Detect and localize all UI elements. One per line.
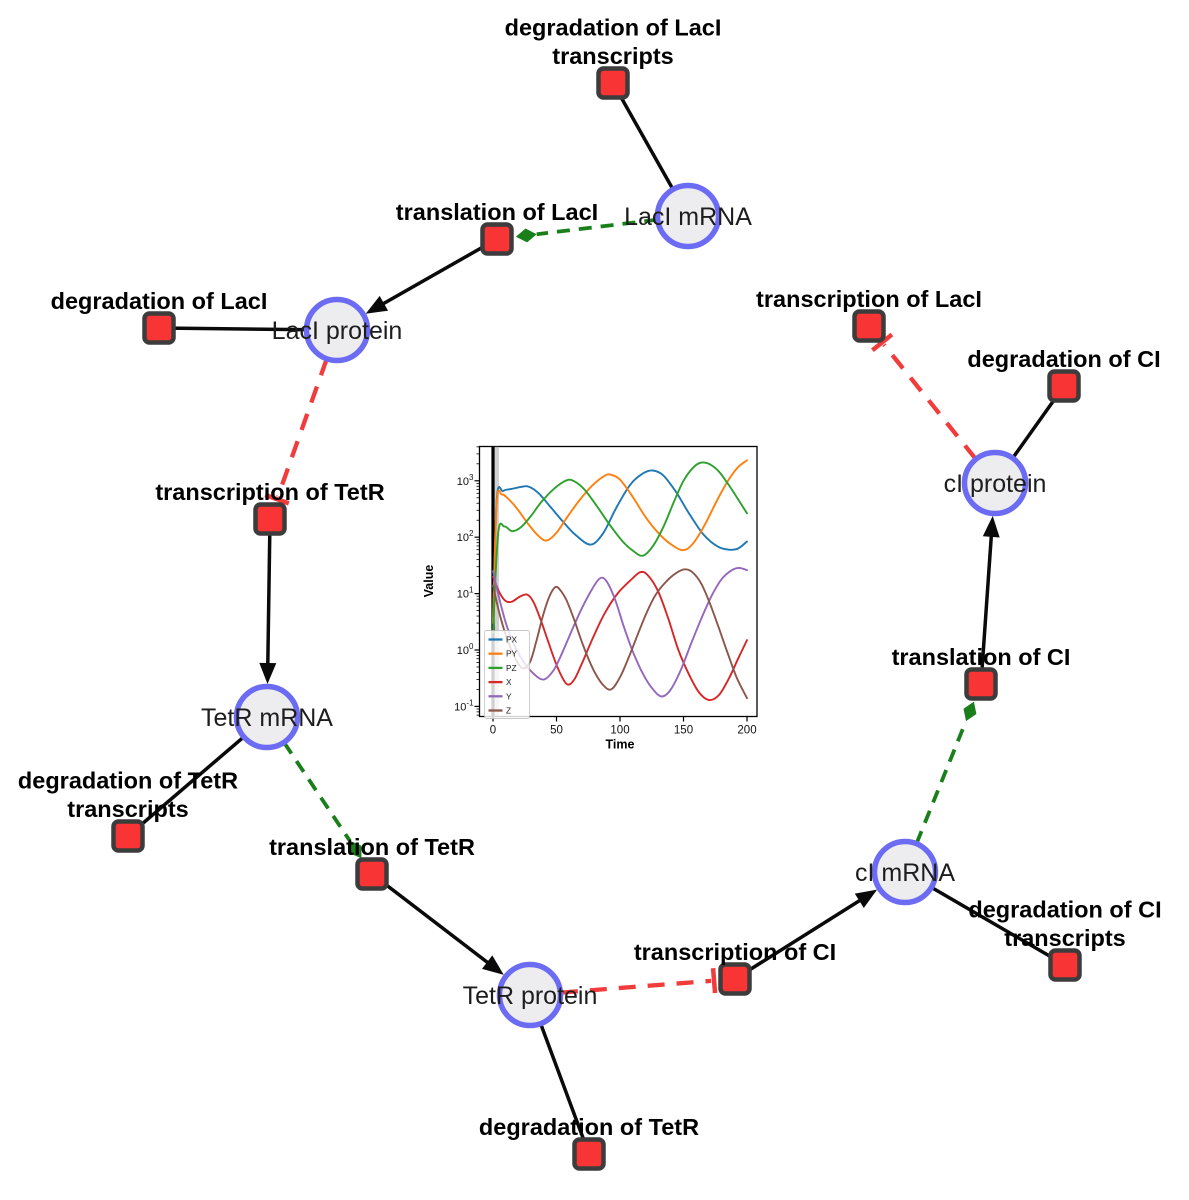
edge-lacI_protein-transcr_tetR <box>275 358 329 498</box>
labels-layer: LacI mRNA LacI protein TetR mRNA TetR prote… <box>18 15 1162 1141</box>
inset-chart: 0 50 100 150 200 10-1 100 101 102 103 PX PY PZ XYZ Tim… <box>422 445 758 752</box>
edge-transcr_tetR-tetR_mRNA <box>265 518 272 673</box>
reaction-label-deg_lacI: degradation of LacI <box>51 288 268 314</box>
edge-transcr_cI-cI_mRNA <box>734 894 868 981</box>
species-label-tetR_protein: TetR protein <box>463 982 598 1010</box>
edge-cI_protein-transcr_lacI <box>882 343 978 461</box>
chart-y-tick-label: 103 <box>457 473 474 488</box>
species-label-lacI_mRNA: LacI mRNA <box>624 203 752 231</box>
edge-tetR_mRNA-transl_tetR <box>282 741 352 842</box>
chart-y-tick-label: 100 <box>457 642 474 657</box>
edge-transl_lacI-lacI_protein-arrowhead <box>365 295 389 314</box>
chart-x-tick-label: 200 <box>737 725 756 737</box>
reaction-node-deg_cI_tr[interactable] <box>1048 948 1082 982</box>
edge-transcr_cI-cI_mRNA-arrowhead <box>854 889 878 908</box>
reaction-label-deg_cI_tr: transcripts <box>1004 925 1125 951</box>
reaction-label-deg_tetR_tr: transcripts <box>67 796 188 822</box>
reaction-label-transl_lacI: translation of LacI <box>396 199 598 225</box>
edge-transl_tetR-tetR_protein <box>370 872 496 970</box>
species-node-tetR_protein[interactable] <box>496 961 564 1029</box>
reaction-node-deg_lacI_tr[interactable] <box>596 66 630 100</box>
nodes-layer <box>111 66 1082 1171</box>
edge-lacI_protein-transcr_tetR-tbar <box>264 492 290 506</box>
reaction-label-deg_cI_tr: degradation of CI <box>968 897 1161 923</box>
reaction-node-transcr_tetR[interactable] <box>253 502 287 536</box>
chart-y-tick-label: 101 <box>457 586 474 601</box>
chart-y-tick-label: 10-1 <box>454 698 474 713</box>
chart-legend-label-Z: Z <box>506 706 511 716</box>
reaction-node-transl_tetR[interactable] <box>355 857 389 891</box>
reaction-label-transcr_lacI: transcription of LacI <box>756 286 982 312</box>
reaction-node-deg_lacI[interactable] <box>142 311 176 345</box>
chart-y-tick-label: 102 <box>457 529 474 544</box>
reaction-node-transl_lacI[interactable] <box>480 222 514 256</box>
chart-y-axis-label: Value <box>422 565 436 598</box>
reaction-node-transcr_lacI[interactable] <box>852 309 886 343</box>
edge-cI_mRNA-transl_cI-diamond-head <box>963 701 977 722</box>
species-node-cI_protein[interactable] <box>961 449 1029 517</box>
reaction-label-deg_tetR_tr: degradation of TetR <box>18 768 238 794</box>
chart-legend-label-X: X <box>506 677 512 687</box>
edge-tetR_protein-transcr_cI-tbar <box>710 967 718 994</box>
chart-series-Z <box>492 568 748 700</box>
reaction-node-deg_tetR_tr[interactable] <box>111 819 145 853</box>
species-node-lacI_mRNA[interactable] <box>654 182 722 250</box>
reaction-label-transl_tetR: translation of TetR <box>269 834 475 860</box>
species-label-cI_protein: cI protein <box>944 470 1047 498</box>
chart-legend-label-PX: PX <box>506 635 518 645</box>
species-node-tetR_mRNA[interactable] <box>233 683 301 751</box>
chart-series-PZ <box>492 461 748 634</box>
species-node-cI_mRNA[interactable] <box>871 838 939 906</box>
species-label-tetR_mRNA: TetR mRNA <box>201 704 333 732</box>
species-node-lacI_protein[interactable] <box>303 296 371 364</box>
reaction-node-transcr_cI[interactable] <box>718 962 752 996</box>
chart-legend-label-PY: PY <box>506 649 518 659</box>
reaction-node-deg_tetR[interactable] <box>572 1137 606 1171</box>
chart-x-tick-label: 150 <box>674 725 693 737</box>
chart-series-Y <box>492 566 748 698</box>
species-label-cI_mRNA: cI mRNA <box>855 859 955 887</box>
edge-transl_cI-cI_protein-arrowhead <box>982 515 1000 538</box>
edge-cI_mRNA-transl_cI <box>914 720 968 844</box>
chart-x-tick-label: 50 <box>550 725 563 737</box>
chart-x-tick-label: 0 <box>490 725 496 737</box>
chart-x-axis-label: Time <box>606 738 635 752</box>
chart-series-X <box>492 570 748 702</box>
reaction-label-deg_lacI_tr: transcripts <box>552 43 673 69</box>
reaction-label-deg_cI: degradation of CI <box>967 346 1160 372</box>
reaction-label-transl_cI: translation of CI <box>892 644 1071 670</box>
edge-tetR_mRNA-transl_tetR-diamond-head <box>349 840 362 859</box>
edge-transl_cI-cI_protein <box>979 527 994 685</box>
chart-legend-label-PZ: PZ <box>506 663 517 673</box>
edge-transl_tetR-tetR_protein-arrowhead <box>482 955 504 975</box>
edge-cI_protein-transcr_lacI-tbar <box>870 332 894 352</box>
chart-legend-label-Y: Y <box>506 691 512 701</box>
chart-series-PX <box>492 469 748 625</box>
edge-tetR_protein-transcr_cI <box>560 978 712 995</box>
reaction-label-deg_lacI_tr: degradation of LacI <box>505 15 722 41</box>
reaction-node-transl_cI[interactable] <box>964 667 998 701</box>
reaction-label-deg_tetR: degradation of TetR <box>479 1114 699 1140</box>
edge-lacI_mRNA-transl_lacI-diamond-head <box>515 228 537 243</box>
chart-series-PY <box>492 459 748 625</box>
edge-transcr_tetR-tetR_mRNA-arrowhead <box>259 662 277 684</box>
reaction-label-transcr_cI: transcription of CI <box>634 939 836 965</box>
reaction-node-deg_cI[interactable] <box>1047 369 1081 403</box>
species-label-lacI_protein: LacI protein <box>272 317 403 345</box>
chart-x-tick-label: 100 <box>610 725 629 737</box>
edge-transl_lacI-lacI_protein <box>375 237 498 310</box>
reaction-label-transcr_tetR: transcription of TetR <box>155 479 384 505</box>
